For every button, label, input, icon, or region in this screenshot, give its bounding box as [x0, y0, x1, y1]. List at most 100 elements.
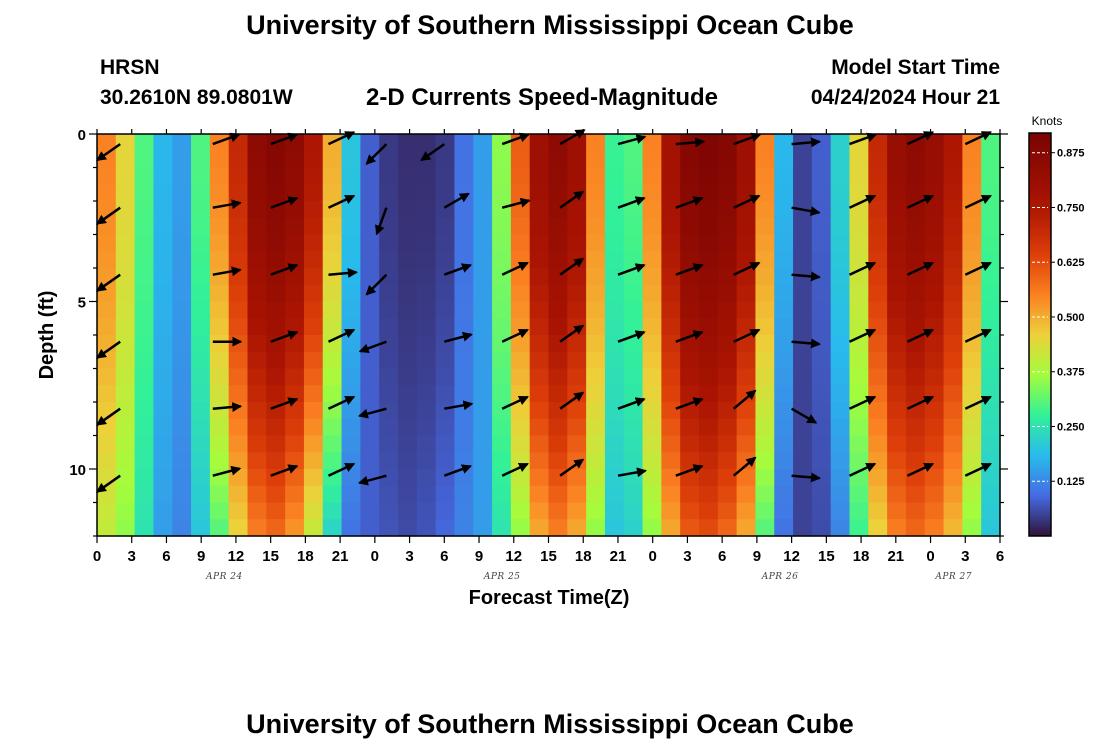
heatmap-cell	[209, 418, 230, 437]
heatmap-cell	[548, 184, 568, 202]
current-vector-arrow	[95, 474, 121, 493]
heatmap-cell	[868, 251, 888, 269]
current-vector-arrow	[617, 263, 646, 276]
heatmap-cell	[736, 201, 757, 219]
heatmap-cell	[642, 268, 662, 286]
heatmap-cell	[529, 368, 550, 386]
heatmap-cell	[341, 351, 361, 370]
heatmap-cell	[774, 452, 794, 470]
heatmap-cell	[379, 150, 399, 169]
heatmap-cell	[887, 351, 907, 370]
heatmap-cell	[266, 234, 286, 252]
heatmap-cell	[97, 519, 117, 537]
heatmap-cell	[586, 469, 606, 487]
heatmap-cell	[228, 234, 249, 252]
heatmap-cell	[360, 452, 380, 470]
heatmap-cell	[943, 184, 963, 202]
heatmap-cell	[981, 335, 1001, 353]
heatmap-cell	[905, 485, 926, 504]
heatmap-cell	[887, 469, 907, 487]
heatmap-cell	[924, 268, 945, 286]
heatmap-cell	[604, 335, 625, 353]
heatmap-cell	[586, 435, 606, 453]
heatmap-cell	[510, 268, 531, 286]
heatmap-cell	[360, 502, 380, 520]
heatmap-cell	[868, 485, 888, 504]
current-vectors	[95, 129, 992, 493]
heatmap-cell	[887, 150, 907, 169]
current-vector-arrow	[906, 395, 935, 410]
heatmap-cell	[341, 234, 361, 252]
heatmap-cell	[416, 502, 437, 520]
heatmap-cell	[416, 217, 437, 236]
heatmap-cell	[303, 150, 324, 169]
heatmap-cell	[736, 402, 757, 420]
heatmap-cell	[567, 351, 587, 370]
heatmap-cell	[191, 502, 211, 520]
heatmap-cell	[172, 418, 192, 437]
heatmap-cell	[717, 519, 738, 537]
heatmap-cell	[303, 167, 324, 185]
heatmap-cell	[981, 485, 1001, 504]
heatmap-cell	[586, 301, 606, 319]
heatmap-cell	[341, 335, 361, 353]
heatmap-cell	[303, 435, 324, 453]
heatmap-cell	[247, 485, 267, 504]
heatmap-cell	[529, 452, 550, 470]
heatmap-cell	[849, 167, 869, 185]
heatmap-cell	[115, 469, 136, 487]
heatmap-cell	[360, 134, 380, 152]
heatmap-cell	[981, 268, 1001, 286]
current-vector-arrow	[849, 132, 878, 146]
heatmap-cell	[962, 301, 982, 319]
heatmap-cell	[661, 318, 681, 336]
current-vector-arrow	[443, 192, 470, 209]
heatmap-cell	[191, 335, 211, 353]
heatmap-cell	[755, 519, 775, 537]
heatmap-cell	[567, 268, 587, 286]
heatmap-cell	[473, 318, 493, 336]
heatmap-cell	[379, 502, 399, 520]
heatmap-cell	[247, 435, 267, 453]
heatmap-cell	[303, 335, 324, 353]
heatmap-cell	[322, 452, 343, 470]
heatmap-cell	[830, 402, 851, 420]
heatmap-cell	[360, 351, 380, 370]
heatmap-cell	[398, 418, 418, 437]
heatmap-cell	[830, 301, 851, 319]
heatmap-cell	[247, 268, 267, 286]
heatmap-cell	[97, 351, 117, 370]
heatmap-cell	[962, 418, 982, 437]
heatmap-cell	[454, 201, 474, 219]
heatmap-cell	[981, 469, 1001, 487]
heatmap-cell	[134, 385, 155, 403]
heatmap-cell	[266, 418, 286, 437]
heatmap-cell	[510, 150, 531, 169]
heatmap-cell	[454, 519, 474, 537]
heatmap-cell	[755, 418, 775, 437]
heatmap-cell	[774, 268, 794, 286]
heatmap-cell	[398, 301, 418, 319]
heatmap-cell	[887, 485, 907, 504]
heatmap-cell	[379, 418, 399, 437]
heatmap-cell	[774, 485, 794, 504]
current-vector-arrow	[964, 328, 992, 343]
heatmap-cell	[360, 435, 380, 453]
current-vector-arrow	[212, 465, 242, 477]
current-vector-arrow	[95, 273, 121, 292]
heatmap-cell	[623, 150, 644, 169]
heatmap-cell	[153, 335, 173, 353]
heatmap-cell	[473, 435, 493, 453]
x-tick-label: 0	[93, 548, 101, 565]
heatmap-cell	[153, 435, 173, 453]
heatmap-cell	[586, 485, 606, 504]
y-axis-label: Depth (ft)	[36, 291, 58, 380]
heatmap-cell	[416, 167, 437, 185]
heatmap-cell	[717, 351, 738, 370]
heatmap-cell	[661, 150, 681, 169]
heatmap-cell	[962, 368, 982, 386]
heatmap-cell	[172, 318, 192, 336]
heatmap-cell	[567, 418, 587, 437]
heatmap-cell	[510, 184, 531, 202]
heatmap-cell	[153, 368, 173, 386]
